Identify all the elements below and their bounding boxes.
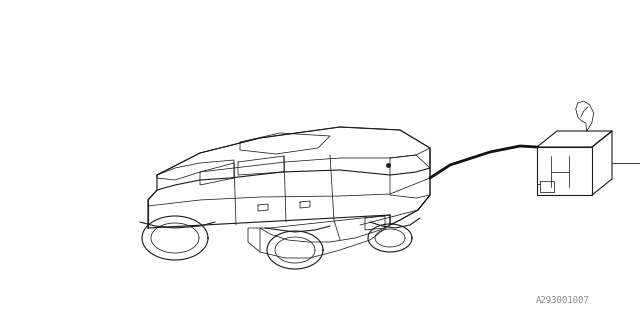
Text: A293001007: A293001007 bbox=[536, 296, 590, 305]
